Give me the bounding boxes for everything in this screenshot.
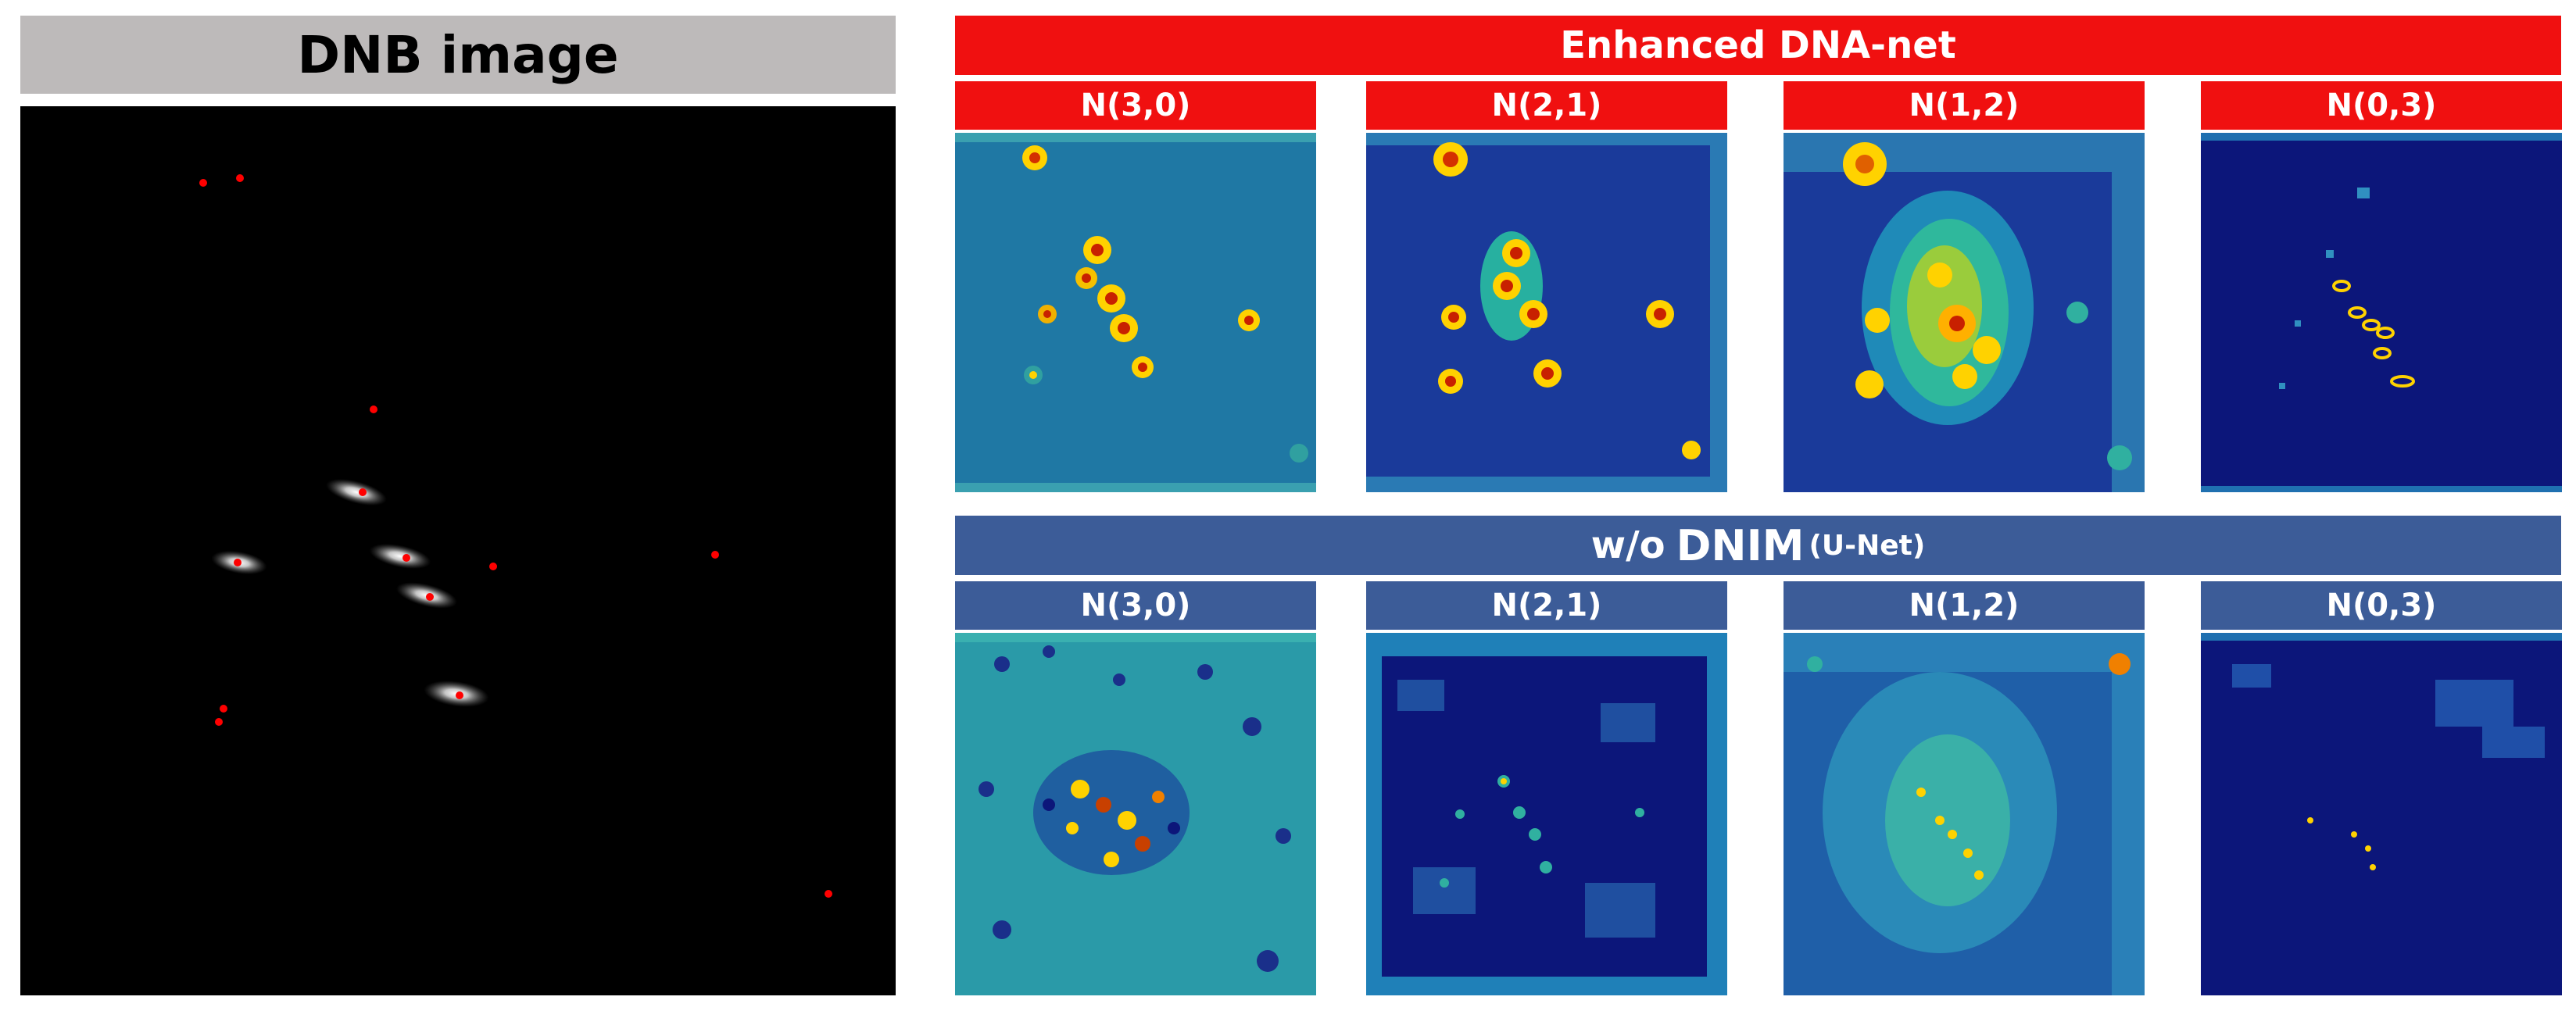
enhanced-label-n12: N(1,2): [1784, 81, 2145, 130]
without-dnim-unet-banner: w/o DNIM (U-Net): [955, 516, 2561, 575]
unet-label-n30: N(3,0): [955, 581, 1316, 630]
heatmap-unet-n12: [1784, 633, 2145, 995]
heatmap-unet-n21: [1366, 633, 1727, 995]
heatmap-unet-n30: [955, 633, 1316, 995]
enhanced-label-n03: N(0,3): [2201, 81, 2562, 130]
banner-suffix: (U-Net): [1809, 529, 1926, 562]
red-markers: [199, 174, 832, 898]
unet-label-n03: N(0,3): [2201, 581, 2562, 630]
enhanced-dna-net-banner: Enhanced DNA-net: [955, 16, 2561, 75]
enhanced-label-n30: N(3,0): [955, 81, 1316, 130]
unet-label-n12: N(1,2): [1784, 581, 2145, 630]
dnb-image-title: DNB image: [20, 16, 896, 94]
heatmap-enhanced-n30: [955, 133, 1316, 492]
heatmap-enhanced-n12: [1784, 133, 2145, 492]
dnb-image: [20, 106, 896, 995]
unet-label-n21: N(2,1): [1366, 581, 1727, 630]
banner-prefix: w/o: [1590, 523, 1665, 567]
heatmap-enhanced-n21: [1366, 133, 1727, 492]
heatmap-unet-n03: [2201, 633, 2562, 995]
enhanced-label-n21: N(2,1): [1366, 81, 1727, 130]
heatmap-enhanced-n03: [2201, 133, 2562, 492]
banner-main: DNIM: [1676, 520, 1805, 570]
